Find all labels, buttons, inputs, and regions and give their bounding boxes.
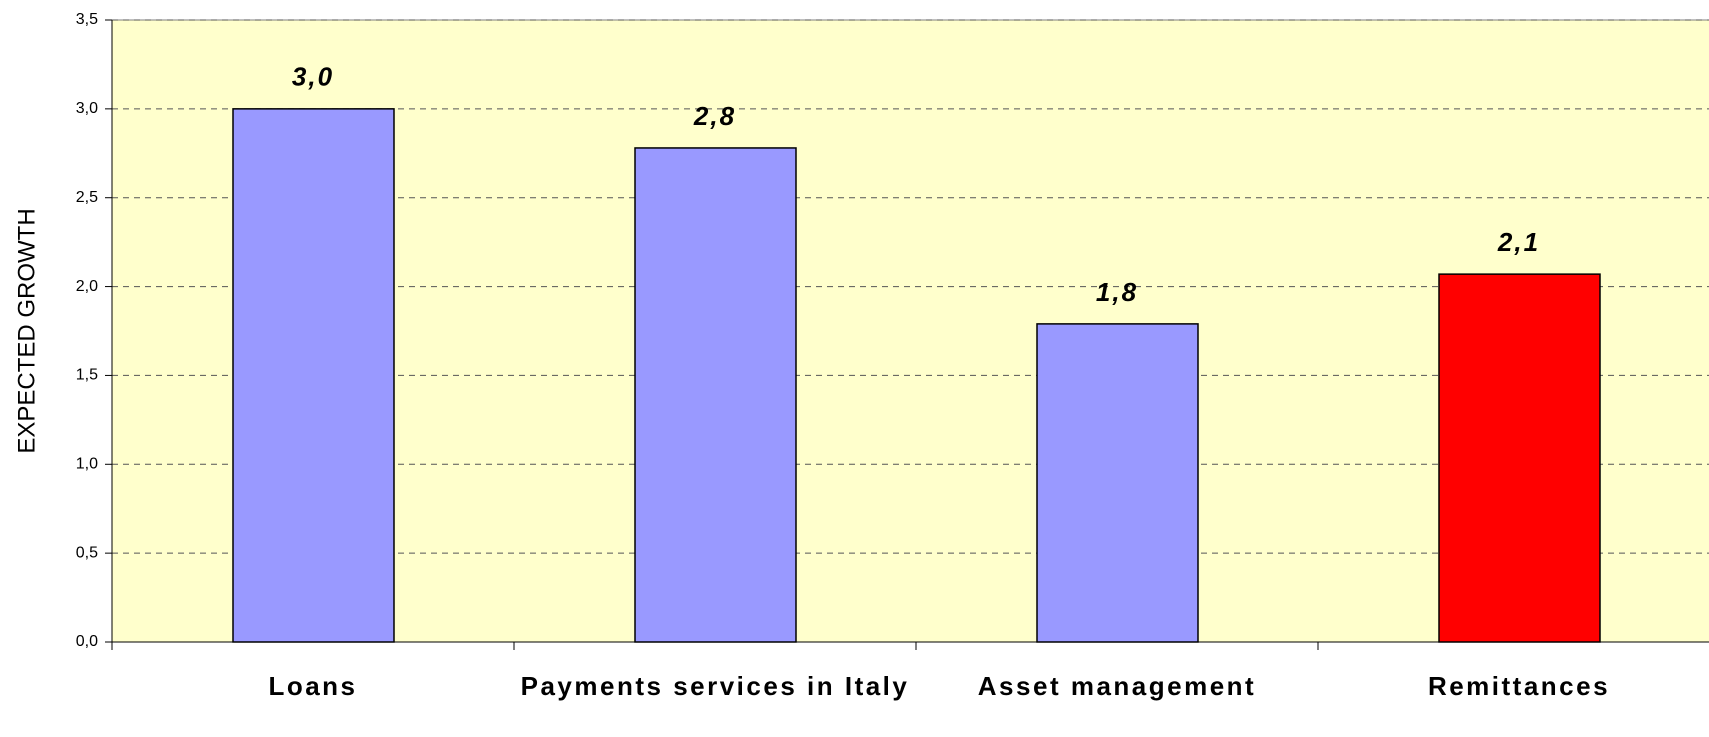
bar xyxy=(1036,323,1199,643)
y-tick-label: 3,0 xyxy=(76,100,98,117)
data-label: 2,1 xyxy=(1497,227,1540,257)
y-tick-label: 0,0 xyxy=(76,633,98,650)
y-axis-label: EXPECTED GROWTH xyxy=(13,208,40,453)
bar xyxy=(1438,273,1601,643)
y-tick-label: 1,0 xyxy=(76,456,98,473)
x-tick-label: Asset management xyxy=(977,671,1257,701)
x-tick-label: Remittances xyxy=(1427,671,1611,701)
y-tick-label: 0,5 xyxy=(76,544,98,561)
data-label: 1,8 xyxy=(1096,277,1138,307)
bar xyxy=(232,108,395,643)
data-label: 3,0 xyxy=(292,62,334,92)
bar xyxy=(634,147,797,643)
x-tick-label: Payments services in Italy xyxy=(520,671,910,701)
y-tick-label: 2,5 xyxy=(76,189,98,206)
x-tick-label: Loans xyxy=(268,671,358,701)
data-label: 2,8 xyxy=(693,101,736,131)
y-tick-label: 2,0 xyxy=(76,278,98,295)
y-tick-label: 1,5 xyxy=(76,367,98,384)
y-tick-label: 3,5 xyxy=(76,11,98,28)
